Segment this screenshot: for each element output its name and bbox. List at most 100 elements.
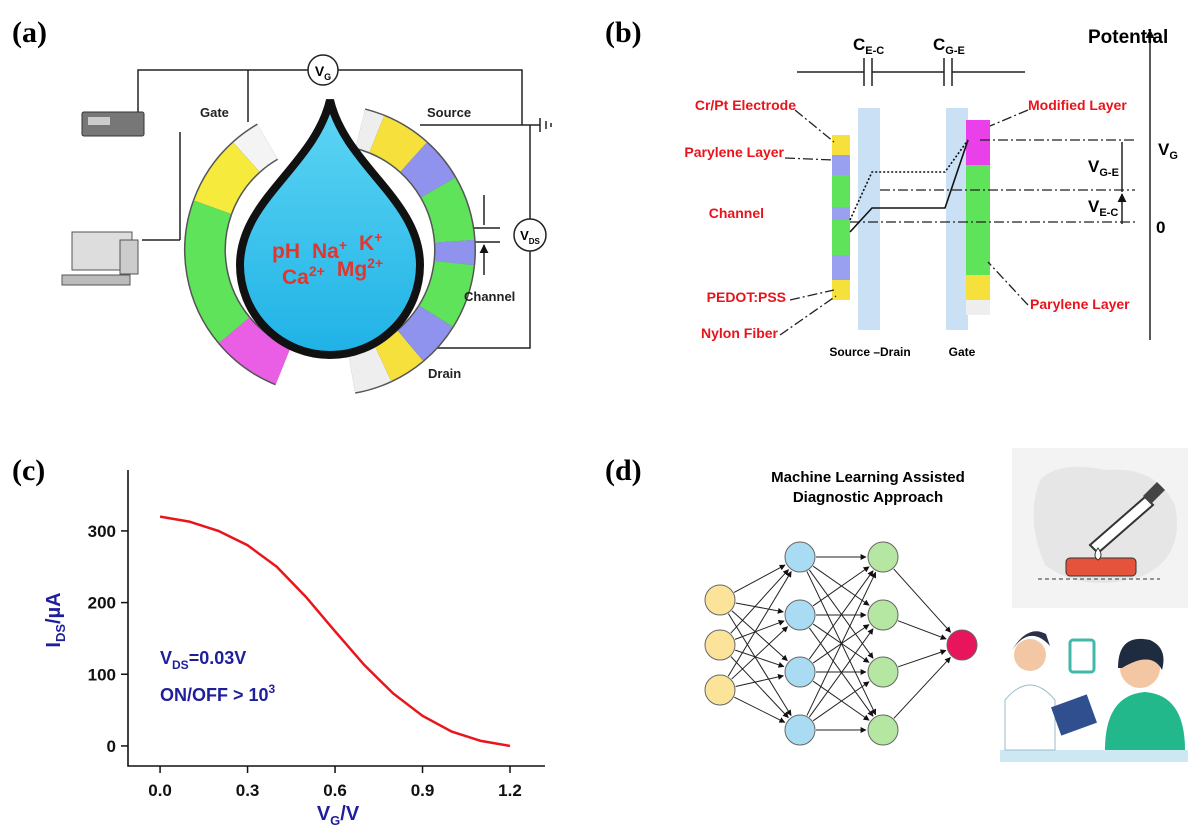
fiber-segment [410,316,436,346]
subscript: E-C [1099,207,1118,219]
data-line [160,517,510,746]
edge [898,650,946,666]
patient-shirt [1105,692,1185,750]
fiber-segment [414,157,439,187]
instrument [82,112,144,136]
ion-charge: + [374,229,382,245]
c-ec: CE-C [853,35,884,57]
subscript: G [330,813,340,827]
channel-label: Channel [709,205,764,221]
fiber-layer [966,275,990,300]
text: V [1158,140,1170,159]
fiber-layer [966,165,990,275]
text: C [853,35,865,54]
x-tick-label: 0.9 [411,781,435,800]
subscript: DS [529,237,541,246]
fiber-segment [436,263,454,316]
doctor-patient-illustration [1000,631,1188,762]
source-drain-label: Source –Drain [829,345,910,359]
vds-meter [514,219,546,251]
subscript: G [324,72,331,82]
subscript: G-E [945,45,965,57]
fiber-segment [352,363,383,373]
potential-label: Potential [1088,27,1168,48]
y-axis-label: IDS/µA [43,592,68,647]
clipboard [1070,640,1094,672]
subscript: G [1169,150,1178,162]
c-ge: CG-E [933,35,965,57]
ion-charge: 2+ [309,263,325,279]
fiber-segment [438,188,454,242]
subscript: DS [53,624,68,642]
fiber-segment [454,241,455,263]
fiber-layer [832,280,850,300]
x-axis-label: VG/V [317,803,360,827]
fiber-layer [832,255,850,280]
ion: K [359,232,374,255]
node [785,715,815,745]
text: /µA [43,592,65,624]
panel-b: (b) CE-C CG-E Potential Cr/Pt Electrode … [605,16,1178,359]
tower [120,240,138,274]
subscript: G-E [1099,167,1119,179]
node [868,542,898,572]
text: /V [340,803,360,825]
edge [736,676,784,687]
zero: 0 [1156,218,1165,237]
node [868,715,898,745]
page-body: {"panels": { "a": {"label": "(a)", "gate… [0,0,1188,827]
x-tick-label: 1.2 [498,781,522,800]
y-tick-label: 300 [88,522,116,541]
vg: VG [1158,140,1178,162]
panel-label: (a) [12,16,47,49]
cr-pt-label: Cr/Pt Electrode [695,97,796,113]
y-tick-label: 200 [88,594,116,613]
fiber-layer [832,155,850,175]
node [785,657,815,687]
text: V [1088,157,1100,176]
fiber-segment [246,142,267,157]
subscript: DS [172,658,189,672]
gate-label: Gate [200,105,229,120]
ion: Na [312,240,339,263]
x-tick-label: 0.0 [148,781,172,800]
subscript: E-C [865,45,884,57]
computer [62,232,138,285]
doctor-coat [1005,685,1055,750]
fiber-segment [383,346,411,364]
fiber-layer [832,175,850,207]
node [785,600,815,630]
title-line: Machine Learning Assisted [771,469,965,486]
node [705,675,735,705]
keyboard [62,275,130,285]
sensor [1066,558,1136,576]
vec: VE-C [1088,197,1118,219]
edge [731,657,788,718]
neural-network [705,542,977,745]
fiber-segment [360,129,377,134]
electrolyte-interface [946,108,968,330]
gate-label: Gate [949,345,976,359]
node [705,585,735,615]
edge [734,565,785,592]
parylene-label: Parylene Layer [684,144,784,160]
node [947,630,977,660]
source-label: Source [427,105,471,120]
ion: Ca [282,266,309,289]
text: C [933,35,945,54]
ion: pH [272,240,300,263]
text: =0.03V [189,648,247,668]
annotation: VDS=0.03V [160,648,246,672]
ion: Mg [337,258,367,281]
channel-label: Channel [464,289,515,304]
vge: VG-E [1088,157,1119,179]
text: V [1088,197,1100,216]
edge [734,697,784,722]
x-tick-label: 0.3 [236,781,260,800]
text: ON/OFF > 10 [160,685,269,705]
sensing-illustration [1012,448,1188,608]
nylon-label: Nylon Fiber [701,325,779,341]
axes [128,470,545,766]
node [705,630,735,660]
text: V [160,648,172,668]
